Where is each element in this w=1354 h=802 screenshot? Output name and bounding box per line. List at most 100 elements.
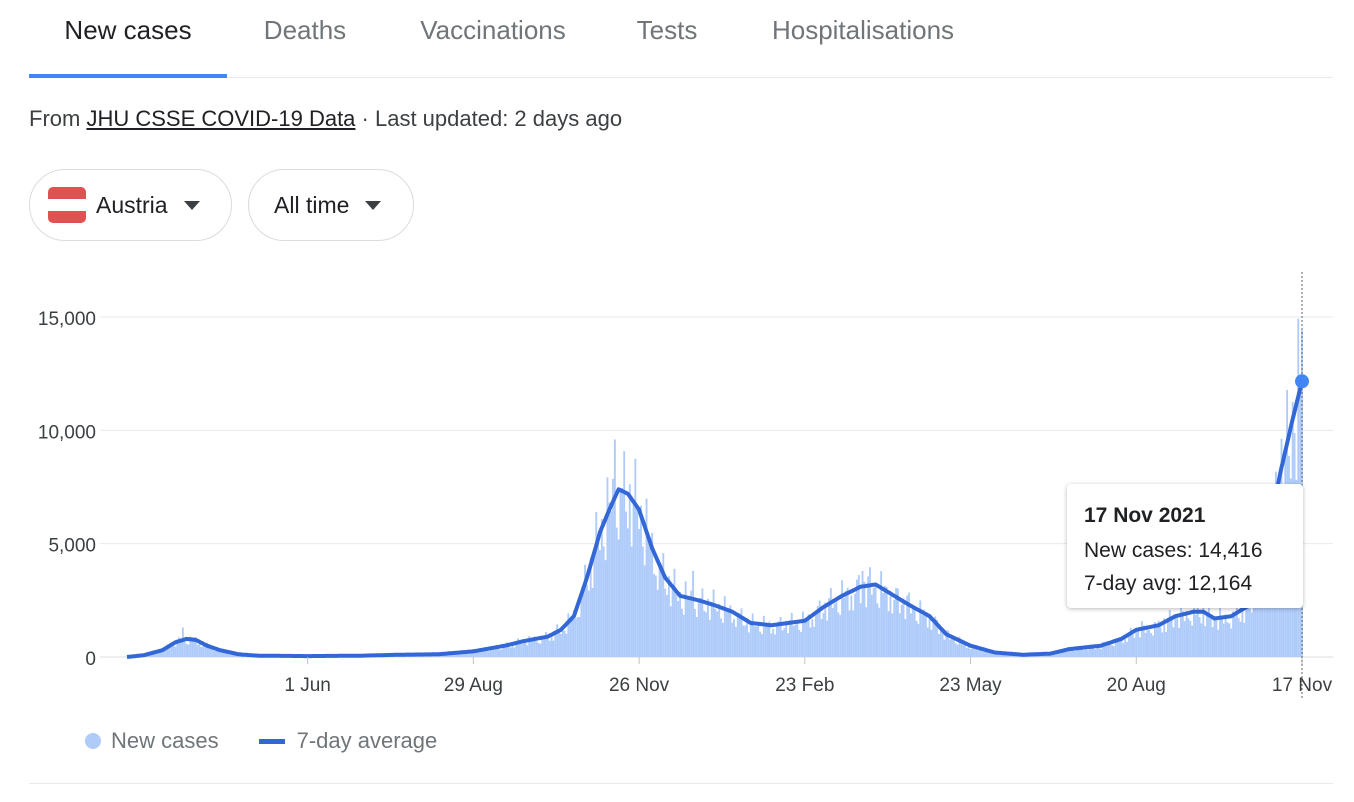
chart-legend: New cases 7-day average (85, 728, 437, 754)
time-range-select[interactable]: All time (248, 169, 414, 241)
new-cases-bar (686, 596, 689, 657)
new-cases-bar (984, 648, 987, 657)
new-cases-bar (889, 596, 892, 657)
y-tick-label: 0 (85, 649, 96, 670)
new-cases-bar (1206, 615, 1208, 657)
tab-tests[interactable]: Tests (636, 15, 698, 45)
new-cases-bar (561, 625, 564, 657)
new-cases-bar (221, 650, 223, 657)
new-cases-bar (712, 589, 715, 657)
tab-deaths[interactable]: Deaths (263, 15, 347, 45)
new-cases-bar (965, 647, 968, 657)
new-cases-bar (1180, 603, 1182, 657)
new-cases-bar (779, 616, 782, 657)
new-cases-bar (796, 620, 799, 657)
new-cases-bar (854, 593, 857, 657)
new-cases-bar (170, 645, 173, 657)
tab-vaccinations[interactable]: Vaccinations (420, 15, 566, 45)
new-cases-bar (161, 652, 164, 657)
new-cases-bar (563, 630, 566, 657)
tooltip-date: 17 Nov 2021 (1084, 504, 1206, 527)
new-cases-bar (552, 640, 555, 657)
new-cases-bar (770, 633, 773, 657)
country-select[interactable]: Austria (29, 169, 232, 241)
new-cases-bar (1107, 642, 1110, 657)
new-cases-bar (172, 643, 175, 657)
new-cases-bar (688, 598, 691, 657)
new-cases-bar (787, 633, 789, 657)
new-cases-bar (194, 637, 197, 657)
new-cases-bar (515, 644, 518, 657)
x-tick-label: 1 Jun (284, 675, 330, 696)
new-cases-bar (157, 652, 160, 657)
y-tick-label: 15,000 (38, 309, 96, 330)
new-cases-bar (762, 615, 765, 657)
new-cases-bar (204, 642, 207, 657)
new-cases-bar (895, 587, 897, 657)
tab-hospitalisations[interactable]: Hospitalisations (771, 15, 955, 45)
new-cases-bar (1137, 630, 1140, 657)
tooltip-new-cases: New cases: 14,416 (1084, 539, 1263, 562)
tab-new-cases[interactable]: New cases (29, 0, 227, 78)
new-cases-bar (559, 633, 562, 657)
new-cases-bar (165, 646, 168, 657)
new-cases-bar (684, 581, 687, 657)
new-cases-bar (1189, 620, 1192, 657)
new-cases-bar (857, 575, 860, 657)
new-cases-bar (800, 631, 803, 657)
new-cases-bar (1124, 634, 1127, 657)
new-cases-bar (1094, 649, 1097, 657)
new-cases-bar (472, 651, 475, 657)
new-cases-bar (224, 653, 227, 657)
new-cases-bar (900, 604, 903, 657)
new-cases-bar (600, 519, 603, 657)
new-cases-bar (885, 587, 888, 657)
new-cases-bar (612, 478, 614, 657)
new-cases-bar (528, 636, 531, 657)
new-cases-bar (695, 617, 698, 657)
new-cases-bar (850, 595, 853, 657)
new-cases-bar (995, 653, 998, 657)
new-cases-bar (1096, 645, 1099, 657)
new-cases-bar (491, 647, 493, 657)
source-link[interactable]: JHU CSSE COVID-19 Data (86, 106, 356, 131)
new-cases-bar (990, 651, 992, 657)
new-cases-bar (861, 570, 864, 657)
new-cases-bar (880, 571, 883, 657)
new-cases-bar (636, 509, 639, 657)
new-cases-bar (500, 649, 503, 657)
new-cases-bar (718, 603, 721, 657)
new-cases-bar (816, 606, 819, 657)
new-cases-bar (554, 634, 557, 657)
new-cases-bar (558, 629, 560, 657)
new-cases-bar (1252, 588, 1255, 657)
y-tick-label: 5,000 (48, 536, 96, 557)
new-cases-bar (740, 608, 743, 657)
new-cases-bar (1260, 565, 1262, 657)
new-cases-bar (1204, 626, 1207, 657)
new-cases-bar (626, 528, 629, 657)
new-cases-bar (1222, 623, 1225, 657)
new-cases-bar (1245, 607, 1248, 657)
new-cases-bar (865, 607, 868, 657)
new-cases-bar (481, 650, 484, 657)
new-cases-bar (608, 502, 611, 657)
new-cases-bar (457, 652, 460, 657)
new-cases-bar (1235, 606, 1238, 657)
cases-chart[interactable]: 0 5,000 10,000 15,000 1 Jun 29 Aug 26 Nov 23 Fe… (0, 250, 1354, 700)
new-cases-bar (692, 570, 695, 657)
new-cases-bar (645, 498, 648, 657)
new-cases-bar (937, 634, 940, 657)
new-cases-bar (893, 599, 896, 657)
new-cases-bar (751, 613, 754, 657)
new-cases-bar (176, 640, 179, 657)
new-cases-bar (1004, 654, 1007, 657)
new-cases-bar (1165, 631, 1167, 657)
new-cases-bar (502, 645, 505, 657)
new-cases-bar (198, 643, 201, 657)
new-cases-bar (694, 608, 696, 657)
new-cases-bar (595, 512, 598, 657)
new-cases-bar (572, 610, 575, 657)
new-cases-bar (507, 645, 510, 657)
new-cases-bar (148, 654, 151, 657)
